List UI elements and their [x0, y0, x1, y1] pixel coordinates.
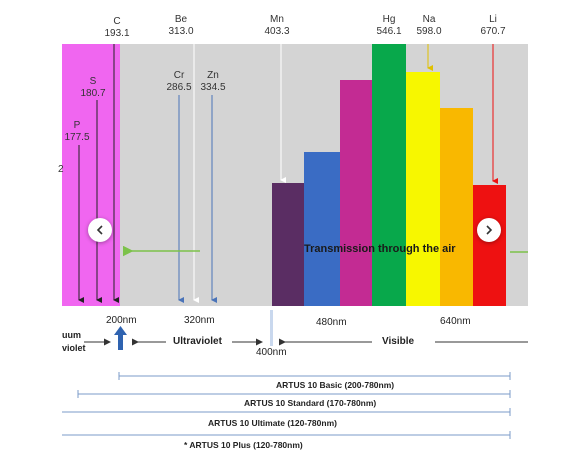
chevron-left-icon: [96, 225, 103, 235]
label-na-symbol: Na: [422, 14, 436, 25]
label-mn: Mn 403.3: [262, 14, 292, 38]
label-s-wavelength: 180.7: [80, 88, 106, 99]
bar-green: [372, 44, 406, 306]
label-c-wavelength: 193.1: [104, 28, 130, 39]
axis-label-400nm: 400nm: [256, 347, 287, 358]
label-cr-wavelength: 286.5: [166, 82, 192, 93]
axis-label-480nm: 480nm: [316, 317, 347, 328]
label-c: C 193.1: [102, 16, 132, 40]
chevron-right-icon: [486, 225, 493, 235]
label-be-symbol: Be: [174, 14, 188, 25]
axis-label-200nm: 200nm: [106, 315, 137, 326]
label-na: Na 598.0: [414, 14, 444, 38]
band-vacuum-line1: uum: [62, 330, 81, 340]
truncated-marker: 2: [58, 164, 64, 175]
label-p: P 177.5: [62, 120, 92, 144]
band-vacuum-line2: violet: [62, 343, 86, 353]
range-basic-label: ARTUS 10 Basic (200-780nm): [276, 380, 395, 390]
bar-magenta: [340, 80, 372, 306]
divider-400nm: [270, 310, 273, 346]
range-plus-label: * ARTUS 10 Plus (120-780nm): [184, 440, 303, 450]
label-zn-wavelength: 334.5: [200, 82, 226, 93]
label-hg: Hg 546.1: [374, 14, 404, 38]
label-cr-symbol: Cr: [173, 70, 185, 81]
label-be-wavelength: 313.0: [168, 26, 194, 37]
range-basic-line: [118, 372, 511, 380]
label-mn-wavelength: 403.3: [264, 26, 290, 37]
carousel-next-button[interactable]: [477, 218, 501, 242]
carousel-prev-button[interactable]: [88, 218, 112, 242]
label-li-wavelength: 670.7: [480, 26, 506, 37]
marker-200nm-head: [114, 326, 127, 335]
axis-label-640nm: 640nm: [440, 316, 471, 327]
marker-200nm: [118, 332, 123, 350]
range-ultimate-line: [62, 408, 511, 416]
band-ultraviolet: Ultraviolet: [173, 336, 222, 347]
label-li-symbol: Li: [489, 14, 497, 25]
label-c-symbol: C: [113, 16, 121, 27]
label-zn: Zn 334.5: [198, 70, 228, 94]
vacuum-uv-zone: [62, 44, 120, 306]
label-zn-symbol: Zn: [207, 70, 219, 81]
axis-label-320nm: 320nm: [184, 315, 215, 326]
range-standard-label: ARTUS 10 Standard (170-780nm): [244, 398, 377, 408]
label-be: Be 313.0: [166, 14, 196, 38]
label-p-wavelength: 177.5: [64, 132, 90, 143]
range-standard-line: [77, 390, 511, 398]
bar-violet: [272, 183, 304, 306]
range-plus-line: [62, 431, 511, 439]
label-li: Li 670.7: [478, 14, 508, 38]
band-visible: Visible: [382, 336, 415, 347]
label-na-wavelength: 598.0: [416, 26, 442, 37]
bar-yellow: [406, 72, 440, 306]
label-p-symbol: P: [73, 120, 81, 131]
range-ultimate-label: ARTUS 10 Ultimate (120-780nm): [208, 418, 337, 428]
bar-orange: [440, 108, 473, 306]
label-cr: Cr 286.5: [164, 70, 194, 94]
transmission-label: Transmission through the air: [304, 243, 456, 255]
label-s: S 180.7: [78, 76, 108, 100]
label-hg-wavelength: 546.1: [376, 26, 402, 37]
label-s-symbol: S: [89, 76, 97, 87]
label-mn-symbol: Mn: [270, 14, 284, 25]
label-hg-symbol: Hg: [382, 14, 396, 25]
bar-red: [473, 185, 506, 306]
bar-blue: [304, 152, 340, 306]
